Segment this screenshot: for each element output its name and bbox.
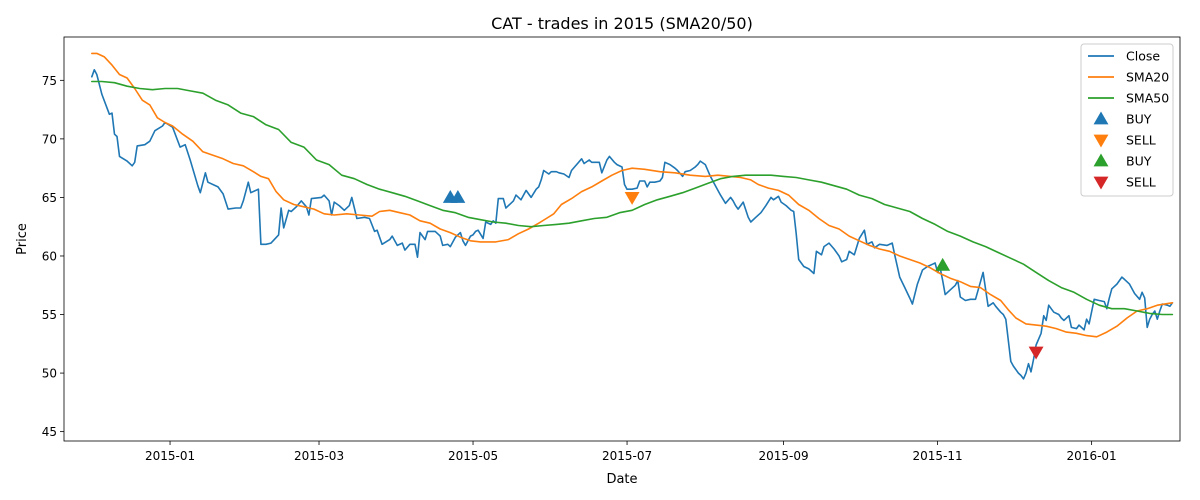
x-tick-label: 2015-11	[913, 449, 963, 463]
legend-label: BUY	[1126, 154, 1152, 169]
series-line-sma50	[91, 80, 1174, 316]
x-axis-label: Date	[606, 472, 637, 487]
x-axis: 2015-01 2015-03 2015-05 2015-07 2015-09 2015-…	[145, 441, 1117, 463]
legend-box	[1080, 43, 1174, 197]
y-tick-label: 55	[42, 308, 57, 322]
trade-marker-sell-2-1	[624, 192, 640, 205]
legend-label: SELL	[1126, 133, 1156, 148]
legend-label: SMA20	[1126, 70, 1169, 85]
x-tick-label: 2015-05	[448, 449, 498, 463]
x-tick-label: 2015-09	[759, 449, 809, 463]
y-tick-label: 45	[42, 425, 57, 439]
y-tick-label: 60	[42, 249, 57, 263]
legend-label: SELL	[1126, 175, 1156, 190]
y-tick-label: 75	[42, 74, 57, 88]
legend-label: Close	[1126, 49, 1160, 64]
x-tick-label: 2016-01	[1067, 449, 1117, 463]
plot-area	[91, 52, 1174, 380]
y-tick-label: 50	[42, 367, 57, 381]
chart-title: CAT - trades in 2015 (SMA20/50)	[491, 14, 753, 33]
trade-marker-sell-4-1	[1028, 346, 1044, 360]
legend-swatch-buy-3	[1093, 111, 1109, 125]
series-line-sma20	[91, 52, 1174, 338]
y-tick-label: 70	[42, 132, 57, 146]
series-line-close	[91, 69, 1174, 380]
y-tick-label: 65	[42, 191, 57, 205]
trade-marker-buy-3-1	[935, 257, 951, 271]
legend-swatch-buy-5	[1093, 153, 1109, 167]
x-tick-label: 2015-07	[602, 449, 652, 463]
x-tick-label: 2015-03	[294, 449, 344, 463]
legend-label: BUY	[1126, 112, 1152, 127]
y-axis: 45 50 55 60 65 70 75	[42, 74, 64, 439]
legend-label: SMA50	[1126, 91, 1169, 106]
trade-marker-buy-1-2	[450, 189, 466, 203]
legend: Close SMA20 SMA50 BUY SELL BUY SELL	[1080, 43, 1174, 197]
x-tick-label: 2015-01	[145, 449, 195, 463]
y-axis-label: Price	[15, 223, 30, 255]
legend-swatch-sell-6	[1093, 176, 1109, 190]
legend-swatch-sell-4	[1093, 134, 1109, 148]
plot-frame	[63, 36, 1181, 442]
